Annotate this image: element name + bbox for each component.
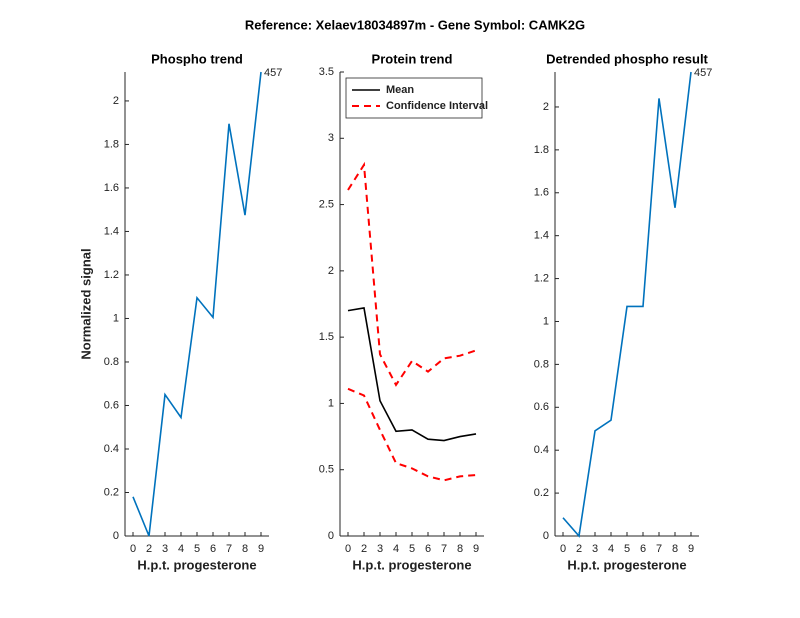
subplot-title: Phospho trend [151,51,243,66]
x-axis-label: H.p.t. progesterone [137,557,256,572]
x-tick-label: 9 [688,543,694,555]
x-tick-label: 7 [656,543,662,555]
y-axis-label: Normalized signal [78,248,93,359]
subplot-title: Protein trend [372,51,453,66]
x-tick-label: 4 [178,543,184,555]
y-tick-label: 2 [113,95,119,107]
y-tick-label: 0 [113,530,119,542]
x-tick-label: 0 [560,543,566,555]
y-tick-label: 0 [328,530,334,542]
x-tick-label: 6 [210,543,216,555]
y-tick-label: 1.8 [104,138,119,150]
x-tick-label: 5 [194,543,200,555]
annotation: 457 [264,67,282,79]
x-tick-label: 0 [130,543,136,555]
y-tick-label: 0.6 [104,399,119,411]
y-tick-label: 1.8 [534,144,549,156]
y-tick-label: 0.2 [534,487,549,499]
y-tick-label: 3.5 [319,66,334,78]
y-tick-label: 1 [543,315,549,327]
x-tick-label: 7 [226,543,232,555]
legend-box [345,77,483,119]
figure-title: Reference: Xelaev18034897m - Gene Symbol… [245,17,585,32]
x-tick-label: 3 [592,543,598,555]
subplot-title: Detrended phospho result [546,51,708,66]
data-line [132,71,262,537]
annotation: 457 [694,67,712,79]
x-tick-label: 6 [425,543,431,555]
x-tick-label: 6 [640,543,646,555]
legend-label: Mean [386,84,414,96]
y-tick-label: 2.5 [319,198,334,210]
x-tick-label: 8 [457,543,463,555]
y-tick-label: 0.8 [104,356,119,368]
y-tick-label: 1 [113,312,119,324]
x-tick-label: 2 [146,543,152,555]
data-line [347,307,477,442]
y-tick-label: 1 [328,397,334,409]
y-tick-label: 1.4 [104,225,119,237]
y-tick-label: 1.2 [534,272,549,284]
x-tick-label: 5 [624,543,630,555]
ci-lower-line [347,387,477,482]
y-tick-label: 2 [328,265,334,277]
x-tick-label: 5 [409,543,415,555]
y-tick-label: 3 [328,132,334,144]
y-tick-label: 2 [543,101,549,113]
y-tick-label: 1.2 [104,269,119,281]
y-tick-label: 0.8 [534,358,549,370]
x-tick-label: 4 [608,543,614,555]
y-tick-label: 0.2 [104,486,119,498]
y-tick-label: 1.6 [104,182,119,194]
y-tick-label: 0.5 [319,464,334,476]
x-tick-label: 3 [377,543,383,555]
y-tick-label: 1.6 [534,187,549,199]
x-axis-label: H.p.t. progesterone [567,557,686,572]
x-tick-label: 8 [242,543,248,555]
y-tick-label: 1.5 [319,331,334,343]
y-tick-label: 0.4 [104,443,119,455]
y-tick-label: 0.6 [534,401,549,413]
x-tick-label: 4 [393,543,399,555]
data-line [562,71,692,538]
y-tick-label: 0.4 [534,444,549,456]
x-tick-label: 2 [361,543,367,555]
legend-label: Confidence Interval [386,100,488,112]
x-tick-label: 9 [258,543,264,555]
x-tick-label: 8 [672,543,678,555]
x-tick-label: 0 [345,543,351,555]
y-tick-label: 1.4 [534,230,549,242]
x-axis-label: H.p.t. progesterone [352,557,471,572]
y-tick-label: 0 [543,530,549,542]
x-tick-label: 2 [576,543,582,555]
x-tick-label: 3 [162,543,168,555]
x-tick-label: 7 [441,543,447,555]
x-tick-label: 9 [473,543,479,555]
